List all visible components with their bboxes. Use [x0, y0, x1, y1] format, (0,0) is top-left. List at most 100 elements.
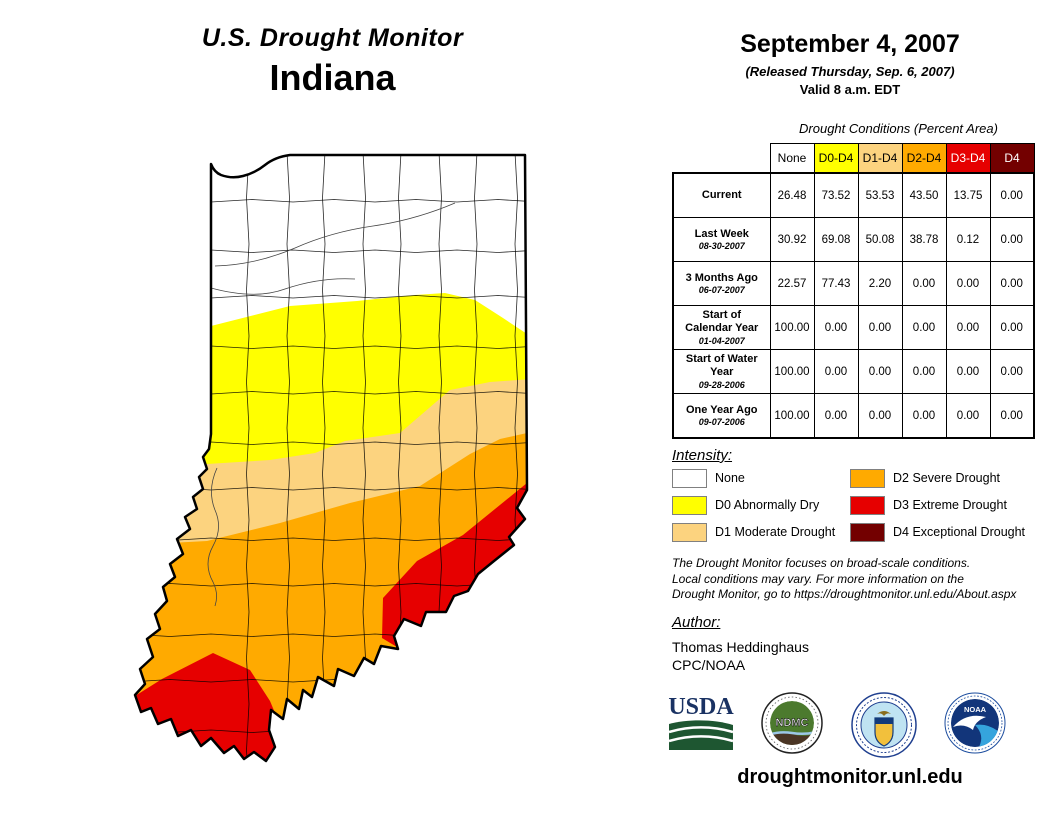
disclaimer-text: The Drought Monitor focuses on broad-sca…	[672, 556, 1017, 601]
legend-item-d2: D2 Severe Drought	[850, 468, 1025, 488]
table-cell: 0.12	[945, 217, 991, 262]
river-line	[214, 202, 456, 267]
table-cell: 100.00	[769, 349, 815, 394]
noaa-logo-text: NOAA	[964, 705, 987, 714]
drought-conditions-table: None D0-D4 D1-D4 D2-D4 D3-D4 D4 Current …	[672, 143, 1035, 439]
site-url: droughtmonitor.unl.edu	[737, 766, 963, 788]
table-cell: 0.00	[989, 393, 1035, 439]
table-row: One Year Ago 09-07-2006 100.00 0.00 0.00 …	[672, 393, 1035, 439]
table-cell: 0.00	[945, 305, 991, 350]
table-cell: 53.53	[857, 172, 903, 218]
usda-logo: USDA	[668, 694, 734, 750]
table-cell: 2.20	[857, 261, 903, 306]
valid-time: Valid 8 a.m. EDT	[799, 82, 901, 97]
column-header-d2-d4: D2-D4	[901, 143, 947, 174]
river-line	[207, 467, 219, 607]
row-label: Last Week 08-30-2007	[672, 217, 771, 262]
table-cell: 43.50	[901, 172, 947, 218]
table-cell: 100.00	[769, 305, 815, 350]
column-header-d1-d4: D1-D4	[857, 143, 903, 174]
legend-item-d1: D1 Moderate Drought	[672, 522, 835, 542]
table-cell: 0.00	[989, 172, 1035, 218]
ndmc-logo: NDMC	[761, 692, 823, 754]
legend-swatch-d2	[850, 468, 885, 488]
column-header-d0-d4: D0-D4	[813, 143, 859, 174]
report-title: U.S. Drought Monitor	[201, 24, 464, 52]
table-cell: 100.00	[769, 393, 815, 439]
legend-item-d4: D4 Exceptional Drought	[850, 522, 1025, 542]
indiana-drought-map	[133, 153, 529, 763]
table-cell: 0.00	[945, 261, 991, 306]
table-cell: 13.75	[945, 172, 991, 218]
row-label: Start of Calendar Year 01-04-2007	[672, 305, 771, 350]
shield-icon	[874, 717, 894, 747]
seagull-icon	[953, 715, 986, 730]
river-line	[210, 278, 356, 295]
table-row: Start of Water Year 09-28-2006 100.00 0.0…	[672, 349, 1035, 394]
released-date: (Released Thursday, Sep. 6, 2007)	[745, 64, 955, 79]
ndmc-logo-text: NDMC	[776, 717, 809, 729]
row-label: Start of Water Year 09-28-2006	[672, 349, 771, 394]
legend-item-d0: D0 Abnormally Dry	[672, 495, 835, 515]
author-org: CPC/NOAA	[672, 657, 746, 673]
column-header-none: None	[769, 143, 815, 174]
table-cell: 69.08	[813, 217, 859, 262]
legend-column-right: D2 Severe Drought D3 Extreme Drought D4 …	[850, 468, 1025, 549]
table-cell: 30.92	[769, 217, 815, 262]
table-cell: 0.00	[813, 349, 859, 394]
author-heading: Author:	[672, 614, 721, 631]
table-cell: 0.00	[945, 393, 991, 439]
legend-swatch-d4	[850, 522, 885, 542]
legend-swatch-d3	[850, 495, 885, 515]
legend-item-none: None	[672, 468, 835, 488]
table-cell: 0.00	[857, 393, 903, 439]
table-cell: 0.00	[901, 393, 947, 439]
table-cell: 22.57	[769, 261, 815, 306]
author-name: Thomas Heddinghaus	[672, 639, 809, 655]
table-cell: 0.00	[989, 305, 1035, 350]
legend-heading: Intensity:	[672, 447, 733, 464]
legend-item-d3: D3 Extreme Drought	[850, 495, 1025, 515]
eagle-icon	[877, 711, 891, 716]
row-label: 3 Months Ago 06-07-2007	[672, 261, 771, 306]
table-cell: 0.00	[901, 349, 947, 394]
column-header-d4: D4	[989, 143, 1035, 174]
usda-logo-text: USDA	[668, 694, 734, 720]
noaa-logo: NOAA	[944, 692, 1006, 754]
table-title: Drought Conditions (Percent Area)	[799, 121, 998, 136]
legend-swatch-none	[672, 468, 707, 488]
legend-column-left: None D0 Abnormally Dry D1 Moderate Droug…	[672, 468, 835, 549]
table-cell: 0.00	[945, 349, 991, 394]
table-row: Last Week 08-30-2007 30.92 69.08 50.08 38…	[672, 217, 1035, 262]
table-cell: 73.52	[813, 172, 859, 218]
table-cell: 77.43	[813, 261, 859, 306]
table-cell: 0.00	[989, 217, 1035, 262]
table-cell: 0.00	[901, 305, 947, 350]
state-outline	[133, 153, 529, 763]
table-cell: 0.00	[989, 349, 1035, 394]
column-header-d3-d4: D3-D4	[945, 143, 991, 174]
map-date: September 4, 2007	[740, 30, 960, 58]
table-cell: 0.00	[857, 305, 903, 350]
table-header-row: None D0-D4 D1-D4 D2-D4 D3-D4 D4	[673, 143, 1035, 174]
table-cell: 0.00	[857, 349, 903, 394]
table-cell: 38.78	[901, 217, 947, 262]
table-cell: 50.08	[857, 217, 903, 262]
table-cell: 0.00	[989, 261, 1035, 306]
region-title: Indiana	[269, 57, 396, 98]
legend-swatch-d0	[672, 495, 707, 515]
table-corner-cell	[673, 144, 770, 174]
row-label: Current	[672, 172, 771, 218]
row-label: One Year Ago 09-07-2006	[672, 393, 771, 439]
table-row: Start of Calendar Year 01-04-2007 100.00 …	[672, 305, 1035, 350]
table-cell: 0.00	[813, 305, 859, 350]
title-block: U.S. Drought Monitor Indiana	[115, 24, 550, 99]
legend-swatch-d1	[672, 522, 707, 542]
release-block: September 4, 2007 (Released Thursday, Se…	[660, 30, 1040, 97]
table-cell: 26.48	[769, 172, 815, 218]
table-cell: 0.00	[813, 393, 859, 439]
table-row: Current 26.48 73.52 53.53 43.50 13.75 0.…	[672, 172, 1035, 218]
table-cell: 0.00	[901, 261, 947, 306]
commerce-seal-logo	[851, 692, 917, 758]
